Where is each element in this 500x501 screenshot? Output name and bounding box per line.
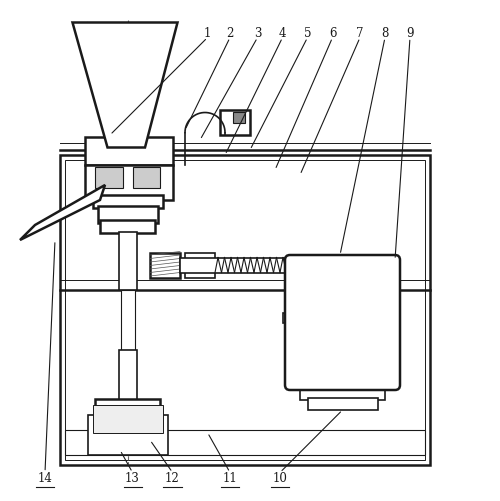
Text: 1: 1 — [204, 27, 211, 40]
Bar — [282, 313, 292, 323]
Polygon shape — [20, 186, 105, 240]
Text: 8: 8 — [382, 27, 388, 40]
Bar — [118, 350, 137, 400]
Bar — [65, 430, 425, 455]
Bar — [88, 415, 168, 455]
Text: 4: 4 — [279, 27, 286, 40]
Bar — [105, 407, 150, 417]
Text: 5: 5 — [304, 27, 311, 40]
Bar — [118, 233, 137, 291]
Text: 10: 10 — [272, 471, 287, 484]
Bar — [85, 166, 172, 200]
Text: 6: 6 — [329, 27, 336, 40]
Bar — [308, 398, 378, 410]
Bar — [65, 161, 425, 460]
Bar — [60, 156, 430, 465]
Bar — [232, 113, 245, 123]
Bar — [118, 400, 137, 430]
Bar — [150, 253, 180, 278]
Text: 3: 3 — [254, 27, 261, 40]
Bar — [92, 405, 162, 433]
Text: 11: 11 — [222, 471, 238, 484]
Text: 14: 14 — [38, 471, 52, 484]
Bar — [132, 168, 160, 188]
Polygon shape — [72, 24, 178, 148]
Bar — [185, 253, 215, 278]
Bar — [108, 146, 145, 166]
Bar — [98, 207, 158, 223]
Text: 2: 2 — [226, 27, 234, 40]
Bar — [320, 296, 355, 330]
Bar — [220, 111, 250, 136]
Bar — [85, 138, 172, 166]
Text: 12: 12 — [165, 471, 180, 484]
Text: 7: 7 — [356, 27, 364, 40]
Bar — [121, 291, 134, 350]
Bar — [95, 168, 122, 188]
Bar — [300, 383, 385, 400]
Bar — [92, 195, 162, 208]
Text: 13: 13 — [125, 471, 140, 484]
Bar — [180, 258, 290, 273]
Bar — [100, 220, 155, 233]
FancyBboxPatch shape — [285, 256, 400, 390]
Bar — [95, 399, 160, 408]
Text: 9: 9 — [406, 27, 414, 40]
